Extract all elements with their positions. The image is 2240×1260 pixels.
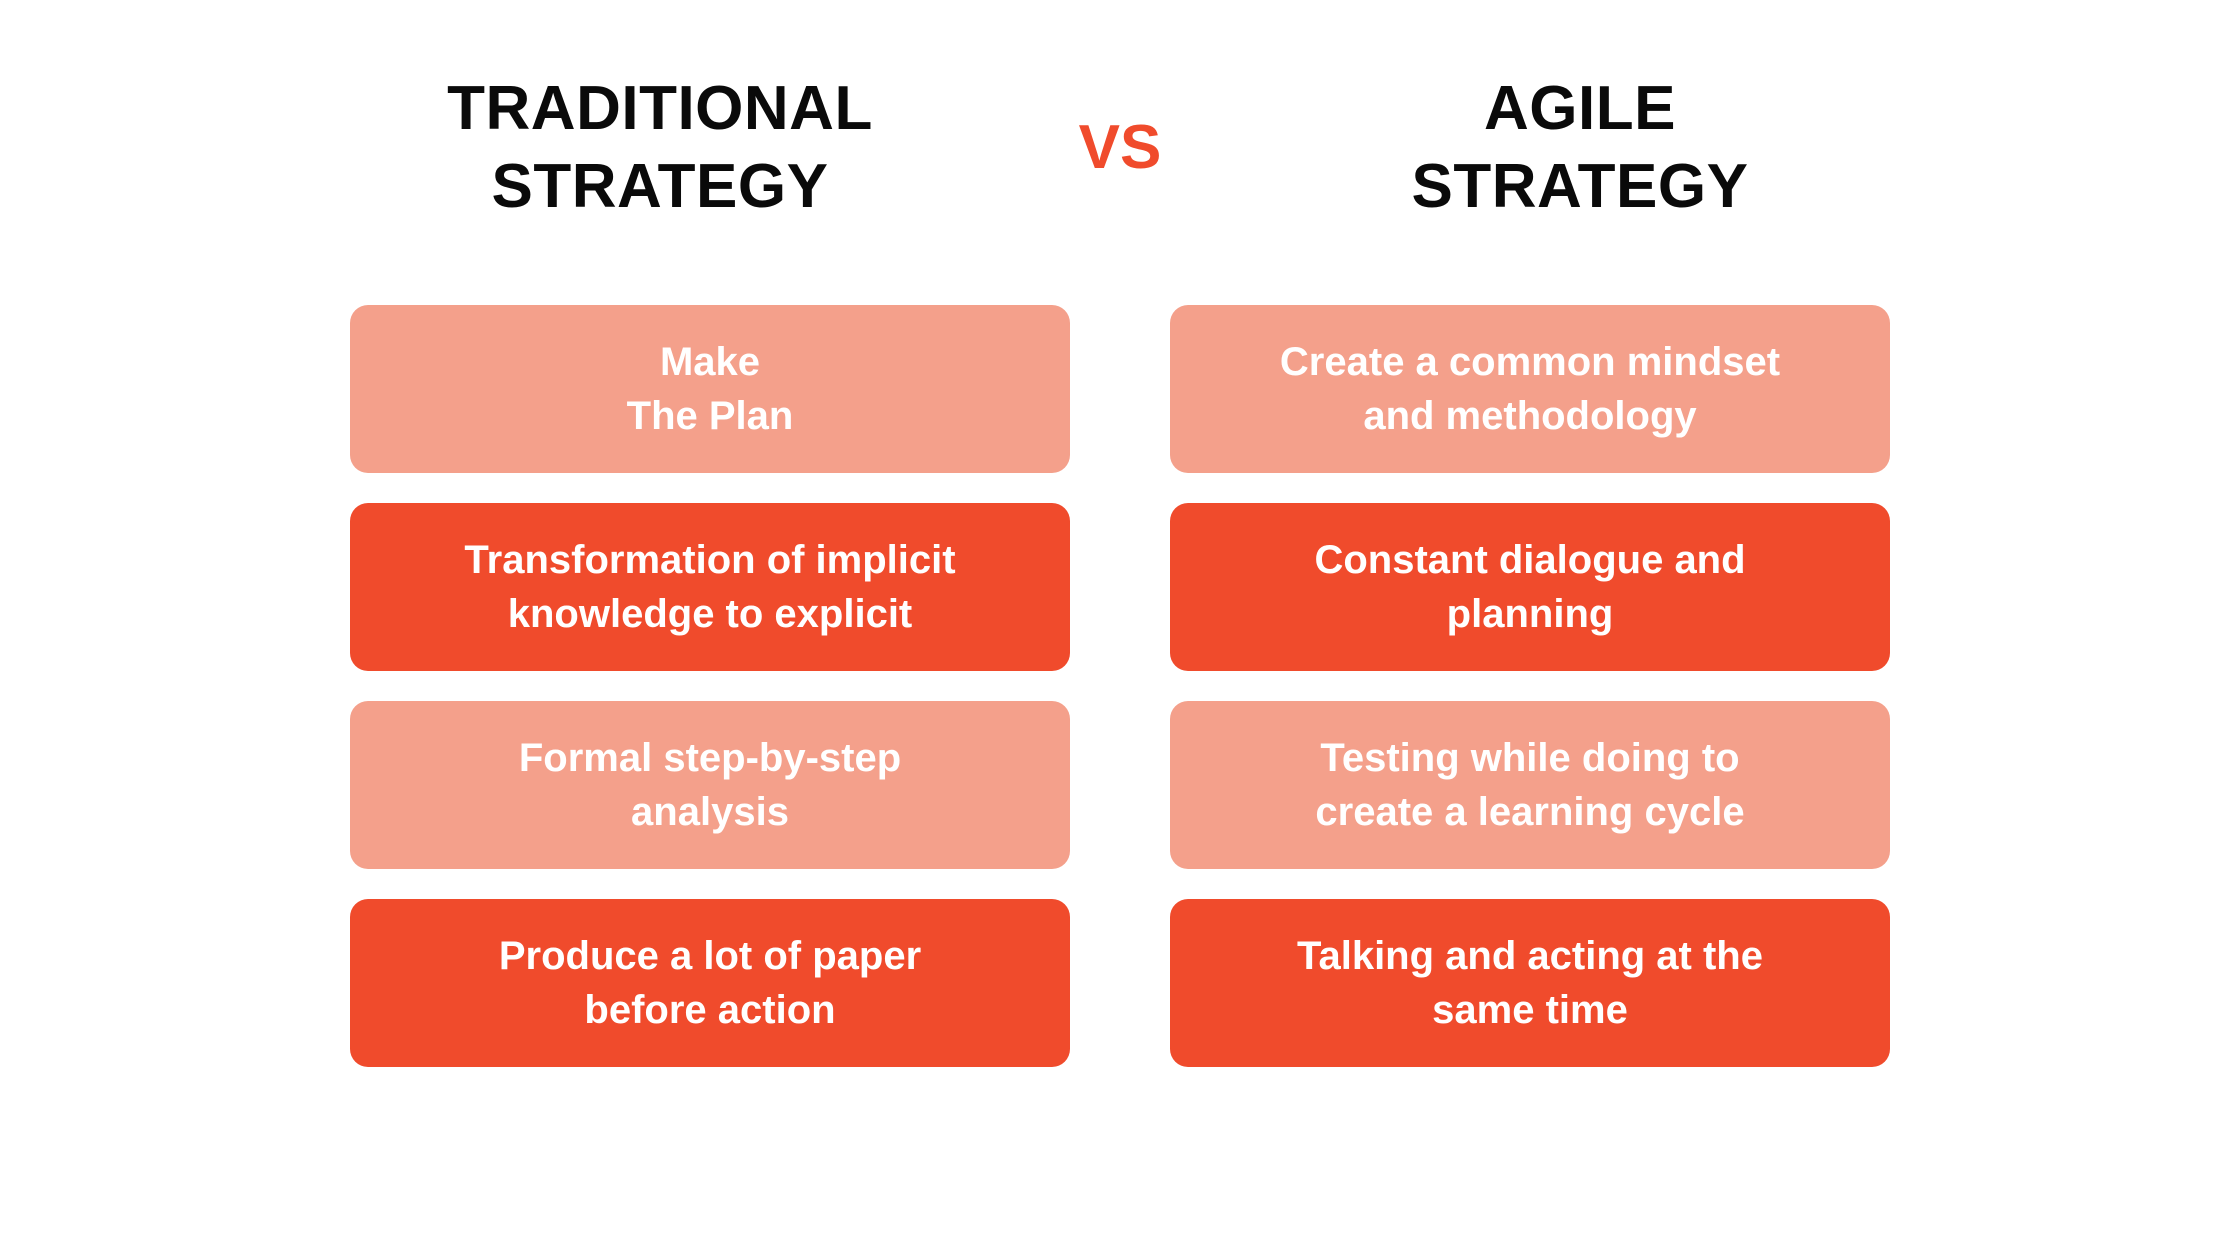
left-box-1: Transformation of implicitknowledge to e… [350,503,1070,671]
right-box-1: Constant dialogue andplanning [1170,503,1890,671]
left-header-line1: TRADITIONAL [447,74,873,143]
right-box-3-text: Talking and acting at thesame time [1297,929,1763,1037]
right-box-2-text: Testing while doing tocreate a learning … [1315,731,1744,839]
left-header-title: TRADITIONAL STRATEGY [300,70,1020,225]
left-box-3: Produce a lot of paperbefore action [350,899,1070,1067]
right-box-3: Talking and acting at thesame time [1170,899,1890,1067]
columns-container: MakeThe Plan Transformation of implicitkn… [350,305,1890,1067]
left-box-2: Formal step-by-stepanalysis [350,701,1070,869]
left-box-1-text: Transformation of implicitknowledge to e… [464,533,955,641]
right-box-0-text: Create a common mindsetand methodology [1280,335,1780,443]
right-box-2: Testing while doing tocreate a learning … [1170,701,1890,869]
right-header-line1: AGILE [1484,74,1676,143]
left-box-3-text: Produce a lot of paperbefore action [499,929,921,1037]
vs-label: VS [1020,112,1220,183]
right-column: Create a common mindsetand methodology Co… [1170,305,1890,1067]
right-box-1-text: Constant dialogue andplanning [1314,533,1745,641]
left-box-0: MakeThe Plan [350,305,1070,473]
left-box-0-text: MakeThe Plan [627,335,794,443]
right-header-title: AGILE STRATEGY [1220,70,1940,225]
right-header-line2: STRATEGY [1412,152,1749,221]
left-box-2-text: Formal step-by-stepanalysis [519,731,901,839]
left-header-line2: STRATEGY [492,152,829,221]
header-row: TRADITIONAL STRATEGY VS AGILE STRATEGY [0,70,2240,225]
left-column: MakeThe Plan Transformation of implicitkn… [350,305,1070,1067]
right-box-0: Create a common mindsetand methodology [1170,305,1890,473]
